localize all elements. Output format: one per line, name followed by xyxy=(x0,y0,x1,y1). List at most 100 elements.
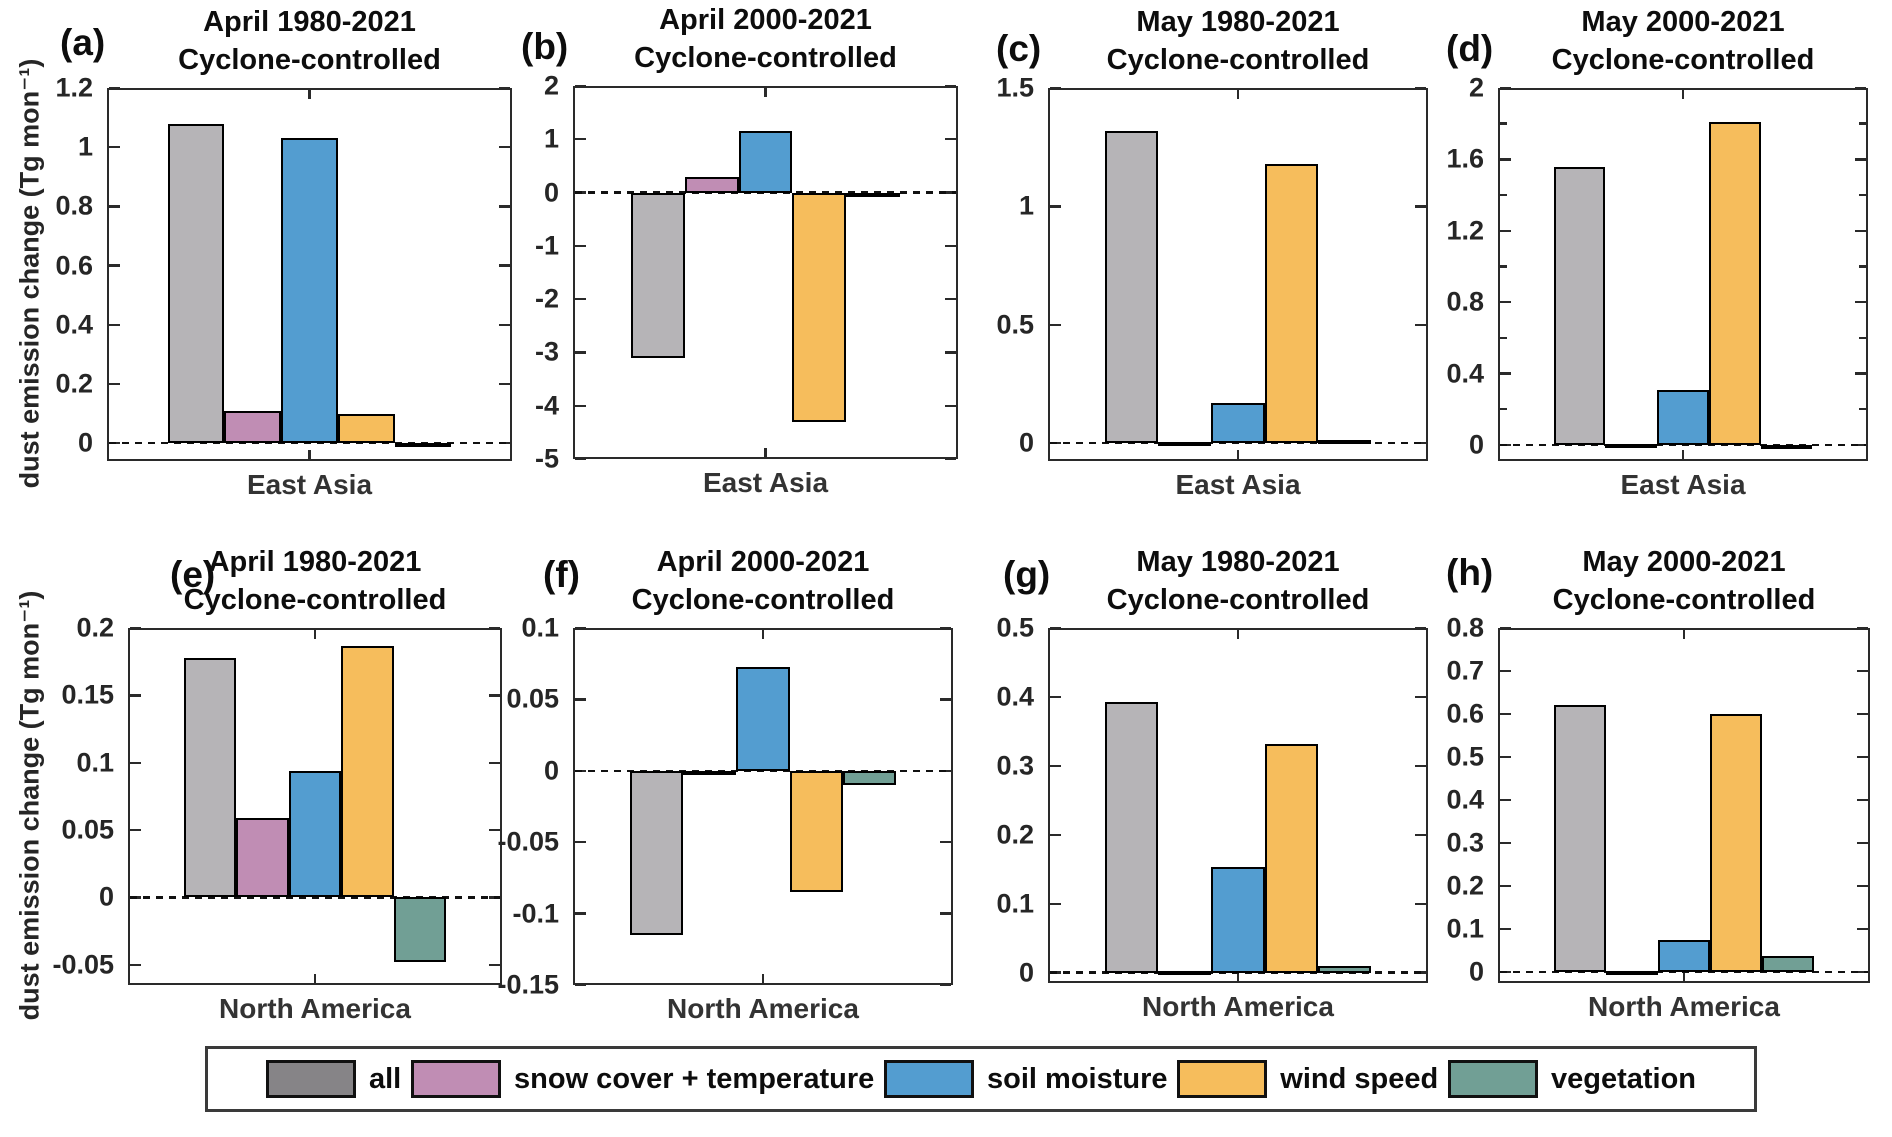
panel-b-bar-wind-speed xyxy=(792,192,847,422)
panel-d-subtitle: Cyclone-controlled xyxy=(1551,44,1815,76)
panel-b-xtick-mark xyxy=(764,88,767,97)
panel-f-ytick-label: -0.1 xyxy=(512,898,559,929)
panel-f-ytick-label: -0.05 xyxy=(497,826,559,857)
panel-f-tag: (f) xyxy=(543,554,580,595)
panel-h-ytick-mark xyxy=(1857,669,1868,673)
panel-g-ytick-mark xyxy=(1050,902,1061,905)
panel-f-ytick-mark xyxy=(575,841,586,844)
panel-e-title: April 1980-2021 xyxy=(208,546,422,578)
panel-c-ytick-label: 0 xyxy=(1018,427,1034,458)
legend-swatch-all xyxy=(266,1060,356,1098)
panel-e-ytick-label: 0.1 xyxy=(76,747,114,778)
panel-d-bar-vegetation xyxy=(1760,444,1813,450)
panel-h-bar-snow-cover-temperature xyxy=(1605,970,1658,975)
legend-label-soil-moisture: soil moisture xyxy=(987,1062,1168,1095)
panel-d-xtick-mark xyxy=(1681,450,1685,459)
panel-h-ytick-label: 0.5 xyxy=(1446,741,1484,772)
panel-h-tag: (h) xyxy=(1446,552,1494,593)
panel-e-bar-vegetation xyxy=(393,897,446,963)
panel-f-ytick-mark xyxy=(940,698,951,701)
panel-h-ytick-label: 0.6 xyxy=(1446,698,1484,729)
panel-h-ytick-mark xyxy=(1500,927,1511,931)
panel-f-bar-all xyxy=(630,770,684,936)
panel-a-xtick-mark xyxy=(308,450,311,459)
panel-a-title: April 1980-2021 xyxy=(203,6,416,38)
panel-e-ytick-label: 0 xyxy=(98,881,114,912)
panel-g-xcategory-label: North America xyxy=(1142,991,1334,1022)
panel-b-ytick-mark xyxy=(945,457,956,461)
panel-a-ytick-label: 0.4 xyxy=(55,309,93,340)
panel-d-yminortick-mark xyxy=(1500,265,1507,268)
panel-h-xcategory-label: North America xyxy=(1588,991,1780,1022)
y-axis-label-row-1: dust emission change (Tg mon⁻¹) xyxy=(14,58,45,489)
panel-d-yminortick-mark xyxy=(1500,408,1507,411)
panel-d-tag: (d) xyxy=(1446,28,1494,69)
panel-b-ytick-mark xyxy=(945,138,956,141)
panel-e-ytick-mark xyxy=(489,694,500,697)
panel-h-ytick-mark xyxy=(1857,712,1868,716)
panel-d-ytick-mark xyxy=(1855,300,1866,304)
panel-h-ytick-mark xyxy=(1857,927,1868,931)
panel-f-ytick-mark xyxy=(940,626,951,630)
panel-g-ytick-label: 0 xyxy=(1018,957,1034,988)
panel-a-ytick-label: 0.6 xyxy=(55,250,93,281)
legend-label-wind-speed: wind speed xyxy=(1280,1062,1439,1095)
panel-d-ytick-label: 0 xyxy=(1468,429,1484,460)
panel-g-ytick-label: 0.3 xyxy=(996,750,1034,781)
panel-c-ytick-mark xyxy=(1415,86,1426,90)
panel-h-ytick-label: 0.2 xyxy=(1446,870,1484,901)
panel-g-xtick-mark xyxy=(1236,972,1240,981)
panel-b-subtitle: Cyclone-controlled xyxy=(634,42,897,74)
panel-e-ytick-label: 0.2 xyxy=(76,612,114,643)
panel-g-ytick-mark xyxy=(1415,902,1426,905)
panel-e-ytick-mark xyxy=(489,626,500,630)
panel-e-xtick-mark xyxy=(313,630,317,639)
panel-f-subtitle: Cyclone-controlled xyxy=(631,584,895,616)
panel-a-zero-line xyxy=(109,442,510,445)
panel-e-xcategory-label: North America xyxy=(219,993,411,1024)
panel-f-ytick-label: 0.05 xyxy=(506,683,559,714)
panel-d-yminortick-mark xyxy=(1500,122,1507,125)
panel-d-yminortick-mark xyxy=(1859,408,1866,411)
panel-a-ytick-mark xyxy=(499,146,510,149)
panel-h-ytick-label: 0.4 xyxy=(1446,784,1484,815)
panel-b-bar-soil-moisture xyxy=(738,131,793,193)
panel-a-xtick-mark xyxy=(308,90,311,99)
panel-c-title: May 1980-2021 xyxy=(1136,6,1340,38)
panel-f-bar-snow-cover-temperature xyxy=(683,770,737,775)
panel-h-ytick-mark xyxy=(1857,884,1868,888)
panel-b-ytick-mark xyxy=(945,244,956,248)
panel-c-bar-all xyxy=(1105,130,1159,444)
panel-c-ytick-label: 1.5 xyxy=(996,72,1034,103)
panel-b-ytick-mark xyxy=(575,457,586,461)
panel-g-ytick-mark xyxy=(1050,833,1061,836)
panel-b-ytick-mark xyxy=(575,404,586,407)
panel-h-ytick-mark xyxy=(1857,841,1868,845)
panel-h-ytick-label: 0.1 xyxy=(1446,913,1484,944)
panel-g-ytick-mark xyxy=(1415,833,1426,836)
panel-b-ytick-label: -3 xyxy=(534,336,559,367)
panel-h-xtick-mark xyxy=(1682,972,1686,981)
panel-e-bar-wind-speed xyxy=(341,645,394,898)
panel-b-bar-all xyxy=(630,192,685,358)
panel-e-bar-soil-moisture xyxy=(288,770,342,898)
panel-c-zero-line xyxy=(1050,442,1426,445)
panel-f-ytick-label: -0.15 xyxy=(497,969,559,1000)
legend-item-vegetation: vegetation xyxy=(1447,1060,1696,1098)
panel-h-bar-all xyxy=(1553,705,1606,972)
panel-f-ytick-mark xyxy=(575,698,586,701)
panel-b-ytick-label: -2 xyxy=(534,283,559,314)
panel-h-bar-soil-moisture xyxy=(1657,939,1711,972)
panel-f-title: April 2000-2021 xyxy=(656,546,870,578)
panel-h-ytick-mark xyxy=(1857,755,1868,759)
panel-f-xtick-mark xyxy=(761,974,765,983)
panel-e-ytick-label: 0.05 xyxy=(61,814,114,845)
panel-b-ytick-label: 2 xyxy=(543,70,559,101)
panel-c-xtick-mark xyxy=(1236,450,1240,459)
panel-b-ytick-mark xyxy=(945,351,956,354)
panel-c-ytick-mark xyxy=(1050,86,1061,90)
panel-a-ytick-label: 0.8 xyxy=(55,190,93,221)
panel-g-ytick-mark xyxy=(1415,764,1426,768)
panel-h-ytick-label: 0.3 xyxy=(1446,827,1484,858)
panel-f-ytick-mark xyxy=(575,912,586,915)
